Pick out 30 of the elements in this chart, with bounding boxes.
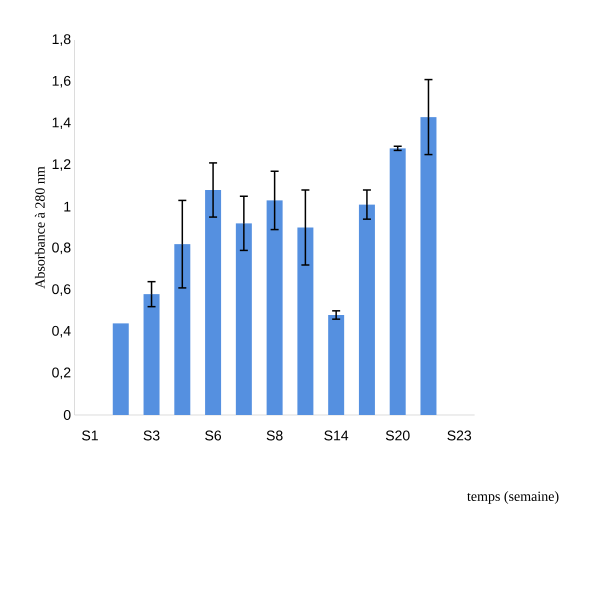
- y-tick-label: 1,2: [52, 159, 70, 171]
- x-tick-label: S14: [324, 430, 348, 440]
- y-tick-label: 0,6: [52, 284, 70, 296]
- y-axis-title: Absorbance à 280 nm: [34, 166, 45, 289]
- bar: [205, 190, 222, 415]
- x-tick-label: S1: [82, 430, 98, 440]
- bar: [390, 148, 406, 415]
- bar: [266, 200, 283, 415]
- y-tick-label: 0: [64, 410, 71, 420]
- y-tick-label: 1,8: [52, 34, 70, 46]
- x-tick-label: S23: [447, 430, 472, 440]
- bar: [174, 244, 190, 415]
- bar: [297, 227, 314, 415]
- x-tick-label: S20: [386, 430, 410, 440]
- y-tick-label: 0,2: [52, 368, 70, 380]
- bar: [112, 323, 129, 415]
- y-tick-label: 1: [64, 202, 70, 212]
- x-tick-label: S3: [144, 430, 160, 440]
- bar: [328, 314, 344, 415]
- y-tick-label: 1,6: [52, 76, 70, 88]
- bar: [358, 204, 375, 415]
- bar: [420, 117, 436, 415]
- y-tick-label: 1,4: [52, 118, 71, 130]
- x-tick-label: S6: [205, 430, 222, 440]
- bar: [144, 294, 160, 415]
- x-tick-label: S8: [266, 430, 283, 440]
- bar: [236, 223, 252, 415]
- x-axis-title: temps (semaine): [467, 491, 558, 504]
- y-tick-label: 0,4: [52, 326, 71, 338]
- y-tick-label: 0,8: [52, 242, 70, 254]
